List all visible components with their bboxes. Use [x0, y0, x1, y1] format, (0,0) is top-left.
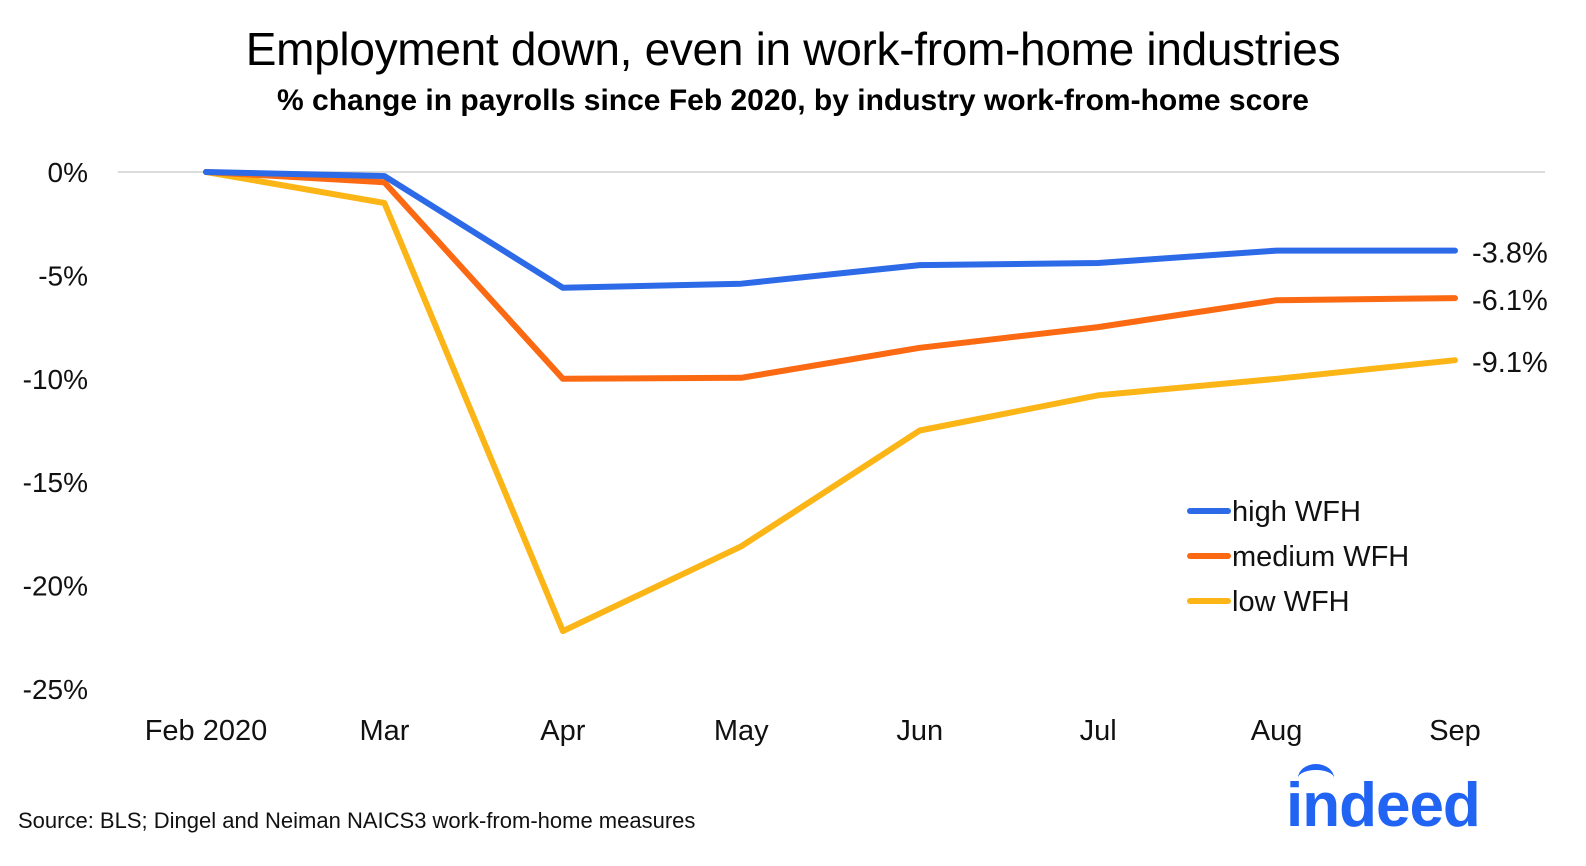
- series-line-low-wfh: [203, 169, 1458, 635]
- end-labels: -3.8% -6.1% -9.1%: [1472, 238, 1548, 380]
- end-label: -6.1%: [1472, 285, 1548, 317]
- x-tick-label: Apr: [540, 715, 585, 747]
- indeed-logo: indeed: [1286, 762, 1526, 842]
- x-tick-label: Jul: [1080, 715, 1117, 747]
- logo-arc-icon: [1298, 764, 1334, 792]
- chart-title: Employment down, even in work-from-home …: [245, 23, 1341, 75]
- y-tick-label: -5%: [38, 260, 88, 291]
- y-axis: 0% -5% -10% -15% -20% -25%: [23, 157, 88, 705]
- series-line-high-wfh: [203, 169, 1458, 291]
- end-label: -3.8%: [1472, 238, 1548, 270]
- x-tick-label: May: [714, 715, 769, 747]
- logo-wordmark: indeed: [1286, 771, 1481, 840]
- y-tick-label: -20%: [23, 571, 88, 602]
- y-tick-label: -10%: [23, 364, 88, 395]
- source-note: Source: BLS; Dingel and Neiman NAICS3 wo…: [18, 808, 696, 833]
- legend-label: medium WFH: [1232, 541, 1409, 573]
- x-tick-label: Jun: [896, 715, 943, 747]
- y-tick-label: -15%: [23, 467, 88, 498]
- y-tick-label: -25%: [23, 674, 88, 705]
- chart-subtitle: % change in payrolls since Feb 2020, by …: [277, 84, 1309, 117]
- legend-label: low WFH: [1232, 586, 1350, 618]
- x-tick-label: Sep: [1429, 715, 1481, 747]
- end-label: -9.1%: [1472, 347, 1548, 379]
- x-axis: Feb 2020 Mar Apr May Jun Jul Aug Sep: [145, 715, 1481, 747]
- legend-label: high WFH: [1232, 496, 1361, 528]
- x-tick-label: Feb 2020: [145, 715, 268, 747]
- y-tick-label: 0%: [48, 157, 88, 188]
- series-layer: [203, 169, 1458, 635]
- x-tick-label: Aug: [1251, 715, 1303, 747]
- x-tick-label: Mar: [359, 715, 409, 747]
- series-line-medium-wfh: [203, 169, 1458, 382]
- legend: high WFH medium WFH low WFH: [1187, 496, 1409, 618]
